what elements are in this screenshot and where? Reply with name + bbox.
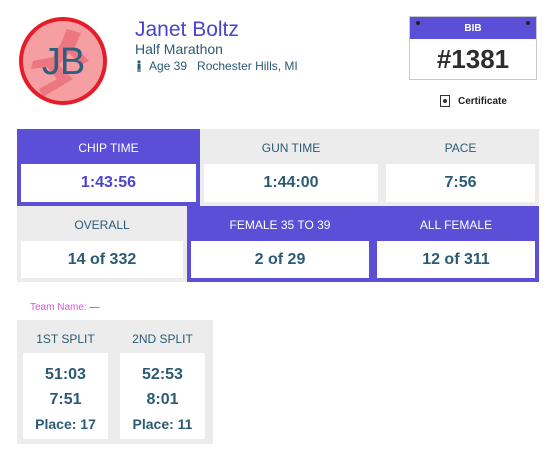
split-pace: 8:01 bbox=[146, 391, 179, 408]
bib-label: BIB bbox=[464, 23, 482, 34]
gender-label: ALL FEMALE bbox=[419, 218, 493, 232]
gender-value: 12 of 311 bbox=[377, 241, 535, 278]
gun-time-value: 1:44:00 bbox=[204, 164, 378, 202]
pace-value: 7:56 bbox=[386, 164, 535, 202]
overall-value: 14 of 332 bbox=[21, 241, 183, 278]
split-place: Place: 17 bbox=[35, 416, 96, 432]
split-pace: 7:51 bbox=[49, 391, 82, 408]
bib-header: BIB bbox=[410, 17, 536, 39]
chip-time-label: CHIP TIME bbox=[78, 141, 139, 155]
splits-panel: 1ST SPLIT 51:03 7:51 Place: 17 2ND SPLIT… bbox=[17, 320, 213, 444]
division-value: 2 of 29 bbox=[191, 241, 369, 278]
team-name-label: Team Name: bbox=[30, 302, 87, 313]
certificate-link[interactable]: Certificate bbox=[440, 95, 507, 107]
overall-tile: OVERALL 14 of 332 bbox=[17, 206, 187, 282]
race-name: Half Marathon bbox=[135, 41, 223, 57]
split-label: 1ST SPLIT bbox=[36, 332, 95, 346]
bib-hole-icon bbox=[526, 21, 530, 25]
team-name: Team Name: — bbox=[30, 302, 99, 313]
avatar: JB bbox=[19, 17, 107, 105]
bib-hole-icon bbox=[416, 21, 420, 25]
division-tile: FEMALE 35 TO 39 2 of 29 bbox=[187, 206, 373, 282]
team-name-value: — bbox=[89, 302, 100, 313]
split-body: 51:03 7:51 Place: 17 bbox=[23, 353, 108, 439]
chip-time-tile: CHIP TIME 1:43:56 bbox=[17, 129, 200, 206]
overall-label: OVERALL bbox=[74, 218, 130, 232]
split-label: 2ND SPLIT bbox=[132, 332, 193, 346]
split-time: 52:53 bbox=[142, 366, 183, 383]
division-label: FEMALE 35 TO 39 bbox=[229, 218, 331, 232]
gender-tile: ALL FEMALE 12 of 311 bbox=[373, 206, 539, 282]
gun-time-tile: GUN TIME 1:44:00 bbox=[200, 129, 382, 206]
bib-number: #1381 bbox=[436, 44, 510, 74]
athlete-name: Janet Boltz bbox=[135, 18, 239, 41]
athlete-meta: Age 39 Rochester Hills, MI bbox=[135, 59, 298, 73]
person-icon bbox=[137, 60, 141, 72]
runner-silhouette-icon bbox=[31, 29, 89, 97]
certificate-label[interactable]: Certificate bbox=[458, 95, 507, 107]
certificate-icon bbox=[440, 95, 450, 107]
avatar-initials: JB bbox=[41, 41, 85, 83]
split-1: 1ST SPLIT 51:03 7:51 Place: 17 bbox=[19, 320, 112, 444]
split-2: 2ND SPLIT 52:53 8:01 Place: 11 bbox=[116, 320, 209, 444]
split-time: 51:03 bbox=[45, 366, 86, 383]
split-body: 52:53 8:01 Place: 11 bbox=[120, 353, 205, 439]
bib-card: BIB #1381 bbox=[409, 16, 537, 80]
chip-time-value: 1:43:56 bbox=[21, 164, 196, 202]
pace-label: PACE bbox=[444, 141, 477, 155]
athlete-location: Rochester Hills, MI bbox=[197, 59, 298, 73]
gun-time-label: GUN TIME bbox=[261, 141, 321, 155]
split-place: Place: 11 bbox=[132, 416, 193, 432]
pace-tile: PACE 7:56 bbox=[382, 129, 539, 206]
athlete-age: Age 39 bbox=[149, 59, 188, 73]
